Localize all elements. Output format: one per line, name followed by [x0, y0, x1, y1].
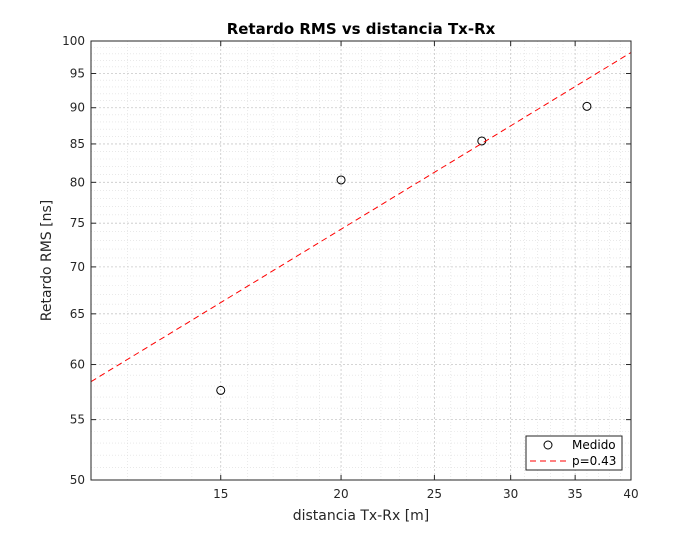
fit-line [90, 52, 632, 383]
legend: Medido p=0.43 [525, 435, 623, 471]
x-tick-label: 35 [568, 487, 583, 501]
x-tick-label: 40 [623, 487, 638, 501]
legend-label-fit: p=0.43 [572, 454, 616, 468]
legend-box [525, 435, 623, 471]
plot-frame [90, 40, 632, 481]
y-tick-label: 75 [70, 216, 85, 230]
legend-label-medido: Medido [572, 438, 616, 452]
x-tick-label: 15 [213, 487, 228, 501]
y-tick-label: 55 [70, 413, 85, 427]
y-tick-label: 60 [70, 358, 85, 372]
y-tick-label: 95 [70, 66, 85, 80]
y-tick-label: 70 [70, 260, 85, 274]
x-axis-label: distancia Tx-Rx [m] [293, 508, 430, 524]
data-point [216, 385, 226, 395]
x-tick-label: 25 [427, 487, 442, 501]
x-tick-label: 20 [333, 487, 348, 501]
y-axis-label: Retardo RMS [ns] [39, 200, 55, 321]
x-tick-label: 30 [503, 487, 518, 501]
y-tick-label: 65 [70, 307, 85, 321]
y-tick-label: 50 [70, 473, 85, 487]
chart-title: Retardo RMS vs distancia Tx-Rx [227, 20, 496, 38]
series-layer [90, 52, 632, 395]
y-tick-label: 80 [70, 175, 85, 189]
y-tick-label: 85 [70, 137, 85, 151]
y-tick-label: 100 [62, 34, 85, 48]
legend-marker-medido [543, 440, 553, 450]
y-tick-label: 90 [70, 101, 85, 115]
data-point [582, 101, 592, 111]
data-point [336, 175, 346, 185]
